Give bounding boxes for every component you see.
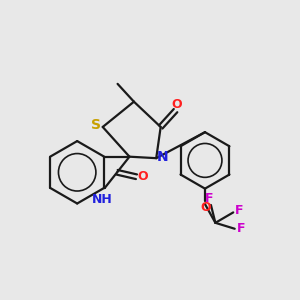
Text: F: F (236, 222, 245, 235)
Text: N: N (157, 150, 169, 164)
Text: NH: NH (92, 193, 112, 206)
Text: O: O (200, 201, 211, 214)
Text: O: O (172, 98, 182, 111)
Text: F: F (235, 204, 243, 218)
Text: F: F (205, 192, 214, 205)
Text: O: O (137, 170, 148, 183)
Text: S: S (91, 118, 101, 132)
